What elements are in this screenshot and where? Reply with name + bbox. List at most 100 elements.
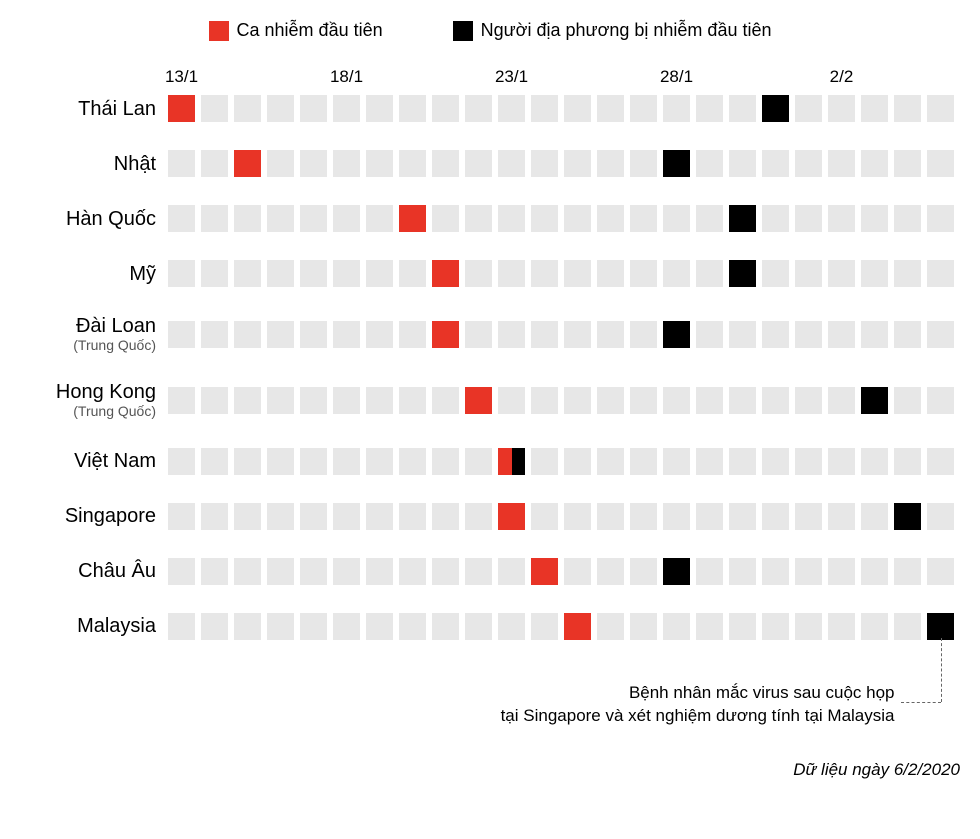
day-cell xyxy=(927,150,954,177)
day-cell xyxy=(630,613,657,640)
day-cell-local-half xyxy=(512,448,526,475)
day-cell xyxy=(564,205,591,232)
day-cell xyxy=(465,260,492,287)
day-cell xyxy=(432,503,459,530)
day-cell xyxy=(795,503,822,530)
row-label-main: Mỹ xyxy=(20,263,156,285)
day-cell xyxy=(267,321,294,348)
legend-label: Ca nhiễm đầu tiên xyxy=(237,20,383,41)
day-cell xyxy=(267,503,294,530)
day-cell xyxy=(597,321,624,348)
day-cell xyxy=(168,95,195,122)
day-cell xyxy=(201,95,228,122)
day-cell xyxy=(630,321,657,348)
chart-row: Nhật xyxy=(20,150,960,177)
day-cell xyxy=(729,321,756,348)
row-label-main: Châu Âu xyxy=(20,560,156,582)
day-cell xyxy=(762,448,789,475)
chart-row: Malaysia xyxy=(20,613,960,640)
day-cell xyxy=(399,613,426,640)
row-cells xyxy=(168,613,960,640)
chart-row: Thái Lan xyxy=(20,95,960,122)
row-label: Hàn Quốc xyxy=(20,208,168,230)
day-cell xyxy=(333,260,360,287)
day-cell xyxy=(333,448,360,475)
row-cells xyxy=(168,260,960,287)
day-cell xyxy=(696,503,723,530)
day-cell xyxy=(927,613,954,640)
day-cell xyxy=(828,448,855,475)
row-label-main: Hàn Quốc xyxy=(20,208,156,230)
day-cell xyxy=(828,503,855,530)
day-cell xyxy=(729,503,756,530)
day-cell xyxy=(696,260,723,287)
row-label: Mỹ xyxy=(20,263,168,285)
x-axis-tick: 28/1 xyxy=(660,67,693,87)
day-cell xyxy=(630,503,657,530)
row-label-main: Thái Lan xyxy=(20,98,156,120)
chart-container: Ca nhiễm đầu tiênNgười địa phương bị nhi… xyxy=(20,20,960,780)
day-cell xyxy=(531,448,558,475)
day-cell xyxy=(201,260,228,287)
day-cell xyxy=(333,150,360,177)
day-cell xyxy=(762,260,789,287)
day-cell xyxy=(498,95,525,122)
chart-row: Singapore xyxy=(20,503,960,530)
day-cell xyxy=(234,613,261,640)
row-cells xyxy=(168,205,960,232)
day-cell xyxy=(300,387,327,414)
day-cell xyxy=(564,260,591,287)
day-cell xyxy=(465,95,492,122)
day-cell xyxy=(795,95,822,122)
day-cell xyxy=(729,150,756,177)
row-label: Singapore xyxy=(20,505,168,527)
day-cell xyxy=(234,150,261,177)
plot-area: 13/118/123/128/12/2 Thái LanNhậtHàn Quốc… xyxy=(20,67,960,640)
day-cell xyxy=(762,503,789,530)
day-cell xyxy=(861,150,888,177)
day-cell xyxy=(762,150,789,177)
day-cell xyxy=(696,205,723,232)
day-cell xyxy=(168,503,195,530)
chart-row: Châu Âu xyxy=(20,558,960,585)
day-cell xyxy=(663,503,690,530)
day-cell xyxy=(828,321,855,348)
day-cell xyxy=(168,321,195,348)
day-cell xyxy=(168,205,195,232)
day-cell xyxy=(531,613,558,640)
day-cell xyxy=(927,205,954,232)
x-axis-tick: 23/1 xyxy=(495,67,528,87)
day-cell xyxy=(531,260,558,287)
day-cell xyxy=(663,321,690,348)
day-cell xyxy=(399,205,426,232)
day-cell xyxy=(828,260,855,287)
day-cell xyxy=(597,387,624,414)
row-label-main: Hong Kong xyxy=(20,381,156,403)
annotation-connector xyxy=(941,638,942,702)
chart-rows: Thái LanNhậtHàn QuốcMỹĐài Loan(Trung Quố… xyxy=(20,95,960,640)
day-cell xyxy=(630,558,657,585)
day-cell xyxy=(894,503,921,530)
row-label-sub: (Trung Quốc) xyxy=(20,404,156,419)
day-cell xyxy=(729,95,756,122)
day-cell xyxy=(531,387,558,414)
day-cell xyxy=(531,503,558,530)
day-cell xyxy=(696,387,723,414)
row-label: Nhật xyxy=(20,153,168,175)
legend-swatch xyxy=(209,21,229,41)
day-cell xyxy=(300,448,327,475)
day-cell xyxy=(696,150,723,177)
day-cell xyxy=(564,503,591,530)
day-cell xyxy=(267,387,294,414)
day-cell xyxy=(168,150,195,177)
day-cell xyxy=(333,558,360,585)
day-cell xyxy=(630,95,657,122)
day-cell xyxy=(234,321,261,348)
day-cell xyxy=(432,558,459,585)
day-cell xyxy=(894,150,921,177)
day-cell xyxy=(927,448,954,475)
day-cell xyxy=(663,613,690,640)
row-label-main: Malaysia xyxy=(20,615,156,637)
row-cells xyxy=(168,95,960,122)
day-cell xyxy=(366,260,393,287)
